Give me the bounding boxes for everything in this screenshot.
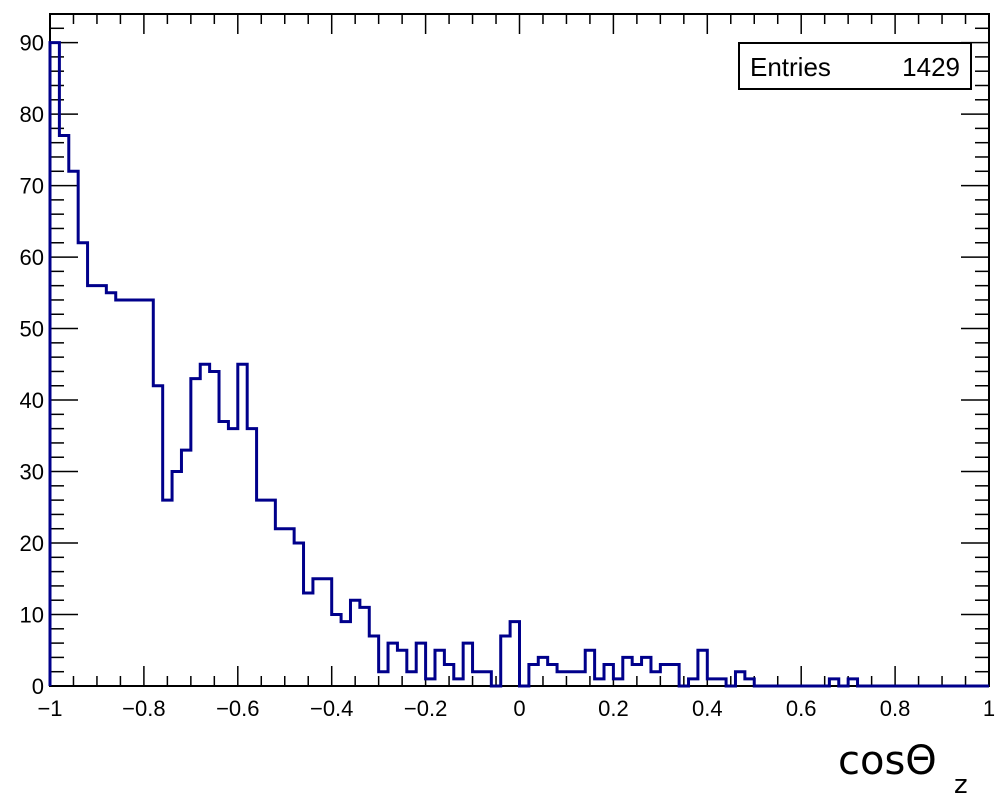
y-tick-label: 90 [20, 31, 44, 56]
x-tick-label: 0 [513, 696, 525, 721]
x-tick-label: −0.2 [404, 696, 447, 721]
plot-frame [49, 13, 990, 687]
y-tick-label: 40 [20, 388, 44, 413]
y-tick-label: 60 [20, 245, 44, 270]
y-tick-label: 20 [20, 531, 44, 556]
y-tick-label: 50 [20, 317, 44, 342]
x-tick-label: 0.6 [786, 696, 817, 721]
legend-frame [738, 42, 972, 90]
x-tick-label: −0.4 [310, 696, 353, 721]
y-tick-label: 70 [20, 174, 44, 199]
legend-box: Entries 1429 [738, 42, 972, 90]
y-tick-label: 0 [32, 674, 44, 699]
x-axis-ticks: −1 −0.8 −0.6 −0.4 −0.2 0 0.2 0.4 0.6 0.8 1 [37, 14, 995, 721]
legend-entries-value: 1429 [902, 52, 960, 82]
x-tick-label: −0.8 [122, 696, 165, 721]
x-tick-label: −1 [37, 696, 62, 721]
x-axis-title-subscript: z [954, 770, 968, 793]
x-tick-label: 0.2 [598, 696, 629, 721]
y-axis-ticks: 0 10 20 30 40 50 60 70 80 90 [20, 27, 989, 699]
x-tick-label: 1 [983, 696, 995, 721]
histogram-line [48, 41, 989, 688]
x-axis-title: cosΘ [838, 738, 937, 784]
y-tick-label: 30 [20, 460, 44, 485]
x-tick-label: 0.8 [880, 696, 911, 721]
x-tick-label: −0.6 [216, 696, 259, 721]
y-tick-label: 10 [20, 603, 44, 628]
y-tick-label: 80 [20, 102, 44, 127]
legend-entries-label: Entries [750, 52, 831, 82]
x-tick-label: 0.4 [692, 696, 723, 721]
